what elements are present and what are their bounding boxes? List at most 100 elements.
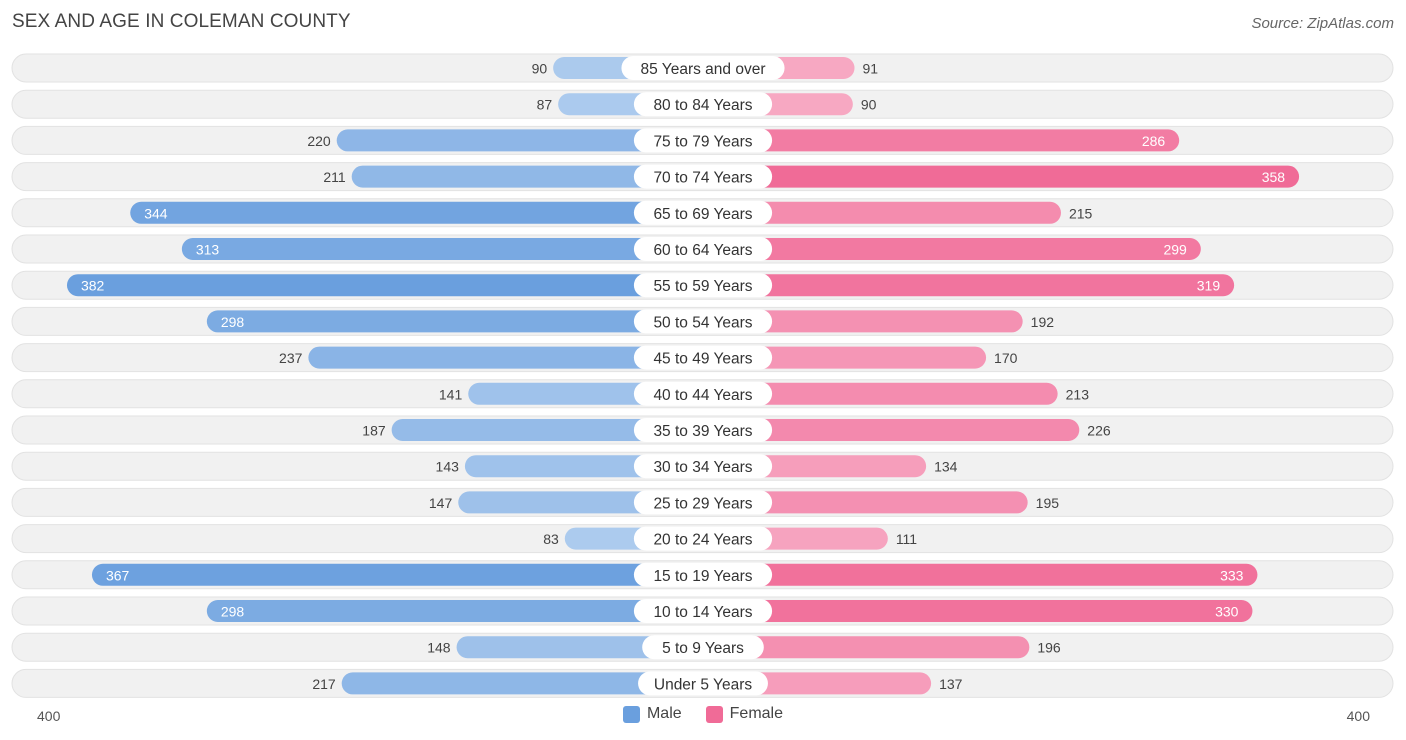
male-value-label: 217 <box>312 676 336 692</box>
category-label-pill <box>642 635 764 660</box>
female-bar <box>703 346 987 369</box>
female-value-label: 299 <box>1163 242 1187 258</box>
male-bar <box>308 346 703 369</box>
category-label-pill <box>638 671 768 696</box>
male-bar <box>91 563 703 586</box>
category-label: 85 Years and over <box>641 61 766 78</box>
category-label: 25 to 29 Years <box>653 495 752 512</box>
female-value-label: 137 <box>939 676 963 692</box>
category-label: 15 to 19 Years <box>653 568 752 585</box>
female-bar <box>703 419 1080 441</box>
female-value-label: 286 <box>1142 133 1166 149</box>
category-label: 45 to 49 Years <box>653 351 752 368</box>
chart-title: SEX AND AGE IN COLEMAN COUNTY <box>12 11 351 32</box>
male-bar <box>206 310 703 333</box>
male-value-label: 298 <box>221 604 245 620</box>
category-label: 75 to 79 Years <box>653 133 752 150</box>
category-label-pill <box>633 237 773 261</box>
category-label: 20 to 24 Years <box>653 532 752 549</box>
category-label: 65 to 69 Years <box>653 206 752 223</box>
female-value-label: 319 <box>1197 278 1221 294</box>
category-label-pill <box>621 56 785 80</box>
category-label-pill <box>633 454 773 479</box>
category-label-pill <box>633 128 773 153</box>
category-label-pill <box>633 562 773 587</box>
category-label: Under 5 Years <box>654 676 752 693</box>
category-label: 55 to 59 Years <box>653 278 752 295</box>
male-value-label: 313 <box>196 242 220 258</box>
category-label-pill <box>633 418 773 442</box>
male-value-label: 87 <box>537 97 553 113</box>
male-value-label: 237 <box>279 350 303 366</box>
category-label: 35 to 39 Years <box>653 423 752 440</box>
male-bar <box>341 672 703 695</box>
category-label: 10 to 14 Years <box>653 604 752 621</box>
category-label: 5 to 9 Years <box>662 640 744 657</box>
category-label: 40 to 44 Years <box>653 387 752 404</box>
legend-item-male[interactable]: Male <box>622 705 682 723</box>
female-bar <box>703 310 1023 333</box>
category-label-pill <box>633 381 773 406</box>
male-value-label: 141 <box>439 386 463 402</box>
female-value-label: 213 <box>1066 386 1090 402</box>
female-bar <box>703 491 1028 514</box>
male-bar <box>181 238 704 260</box>
legend: Male Female <box>0 705 1406 723</box>
female-bar <box>703 382 1058 405</box>
category-label-pill <box>633 273 773 298</box>
male-bar <box>351 165 703 188</box>
female-bar <box>703 563 1258 586</box>
source-label: Source: ZipAtlas.com <box>1251 15 1394 32</box>
female-bar <box>703 165 1300 188</box>
female-value-label: 330 <box>1215 604 1239 620</box>
category-label: 30 to 34 Years <box>653 459 752 476</box>
male-bar <box>206 600 703 622</box>
category-label-pill <box>633 345 773 370</box>
female-bar <box>703 129 1180 152</box>
male-value-label: 298 <box>221 314 245 330</box>
male-value-label: 344 <box>144 205 168 221</box>
female-value-label: 170 <box>994 350 1018 366</box>
female-value-label: 134 <box>934 459 958 475</box>
axis-right-max-label: 400 <box>1346 708 1370 724</box>
male-swatch-icon <box>622 705 640 723</box>
male-value-label: 90 <box>532 61 548 77</box>
male-value-label: 147 <box>429 495 453 511</box>
legend-female-label: Female <box>729 705 784 722</box>
female-value-label: 195 <box>1036 495 1060 511</box>
male-bar <box>130 201 704 224</box>
category-label-pill <box>633 200 773 225</box>
male-value-label: 187 <box>362 423 386 439</box>
male-value-label: 148 <box>427 640 451 656</box>
male-value-label: 211 <box>323 169 346 185</box>
female-bar <box>703 238 1201 260</box>
female-bar <box>703 636 1030 659</box>
population-pyramid-chart: 90 91 85 Years and over 87 90 80 to 84 Years 2… <box>11 53 1394 698</box>
male-bar <box>336 129 703 152</box>
male-bar <box>456 636 703 659</box>
female-value-label: 358 <box>1262 169 1286 185</box>
female-bar <box>703 274 1235 297</box>
female-swatch-icon <box>705 705 723 723</box>
female-value-label: 226 <box>1087 423 1111 439</box>
category-label-pill <box>633 526 773 551</box>
male-bar <box>391 419 703 441</box>
legend-male-label: Male <box>646 705 682 722</box>
female-bar <box>703 600 1253 622</box>
axis-left-max-label: 400 <box>37 708 61 724</box>
female-value-label: 111 <box>896 531 917 547</box>
male-bar <box>66 274 704 297</box>
category-label: 80 to 84 Years <box>653 97 752 114</box>
male-value-label: 367 <box>106 567 130 583</box>
male-value-label: 382 <box>81 278 105 294</box>
category-label-pill <box>633 309 773 334</box>
female-value-label: 333 <box>1220 567 1244 583</box>
category-label: 50 to 54 Years <box>653 314 752 331</box>
female-bar <box>703 201 1061 224</box>
female-value-label: 192 <box>1031 314 1055 330</box>
category-label-pill <box>633 490 773 515</box>
male-value-label: 220 <box>307 133 331 149</box>
male-value-label: 83 <box>543 531 559 547</box>
legend-item-female[interactable]: Female <box>705 705 784 723</box>
female-value-label: 90 <box>861 97 877 113</box>
